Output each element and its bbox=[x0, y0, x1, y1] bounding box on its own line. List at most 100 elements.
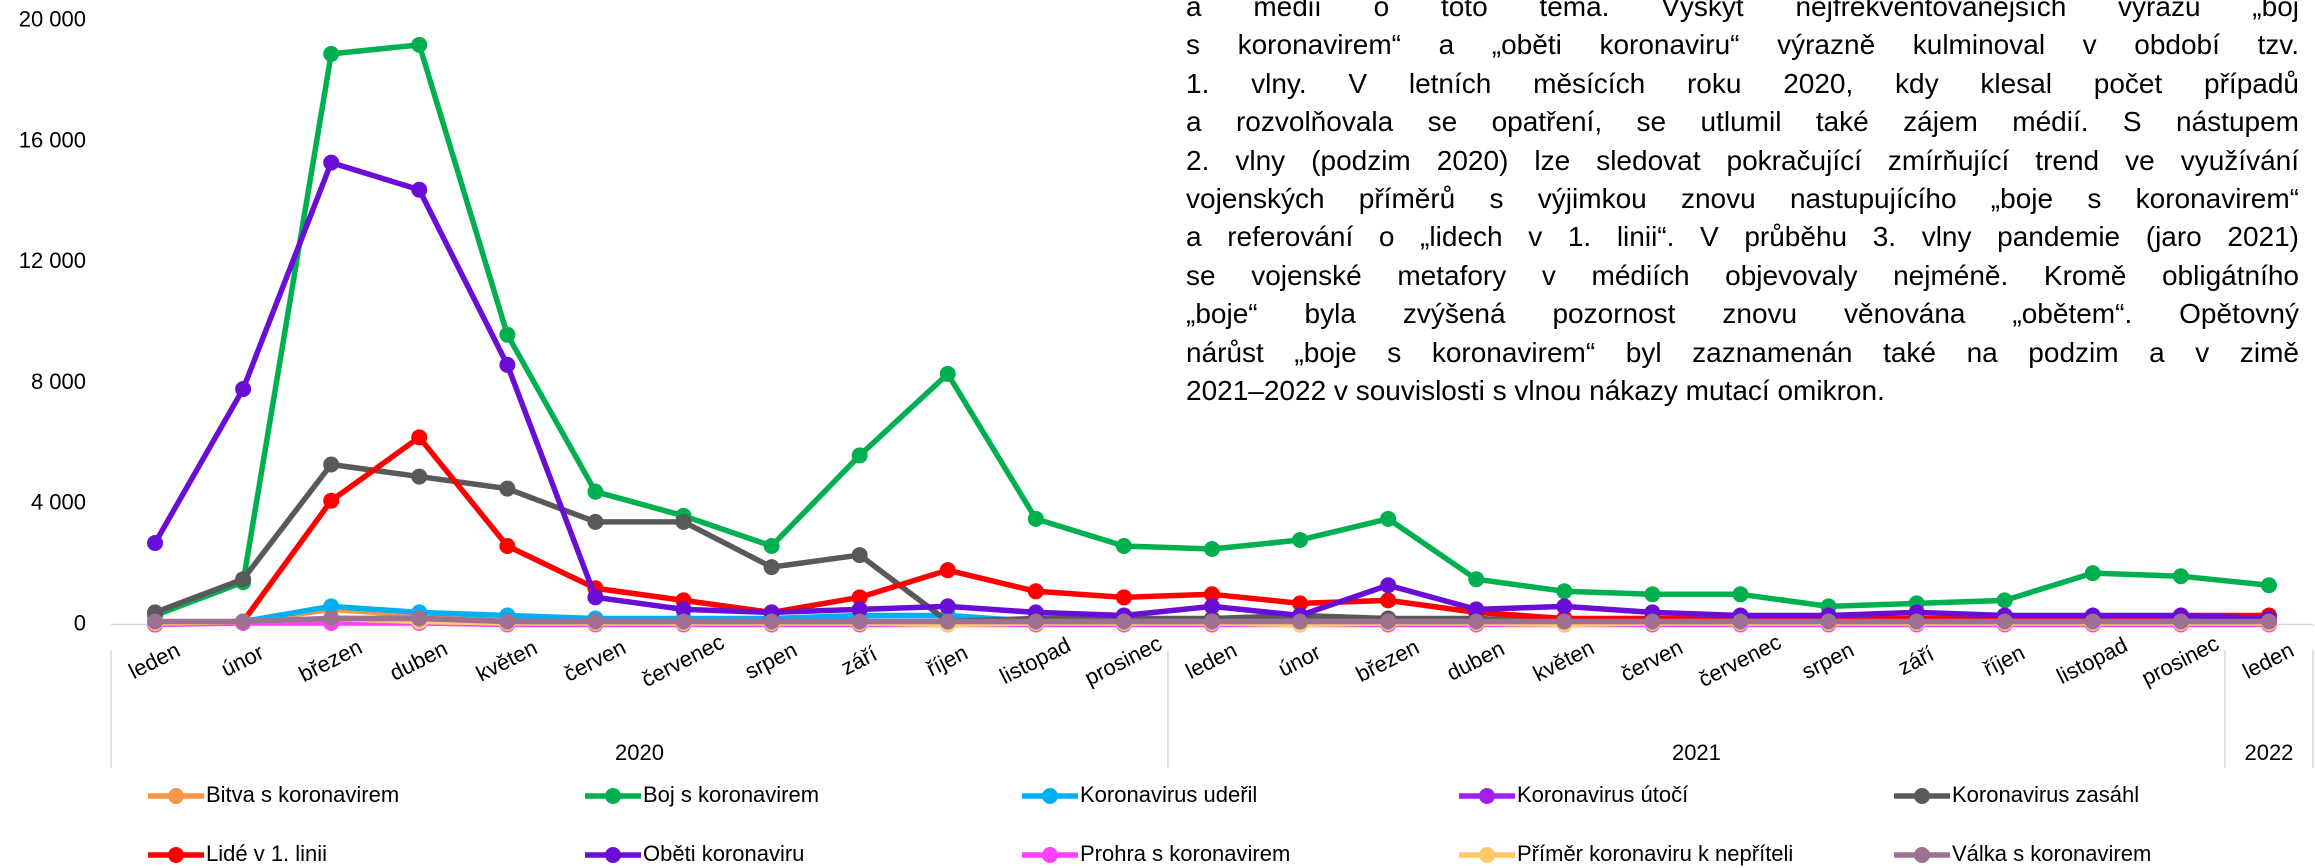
point bbox=[323, 45, 340, 62]
point bbox=[851, 589, 868, 606]
legend-label: Bitva s koronavirem bbox=[206, 782, 399, 807]
point bbox=[763, 538, 780, 555]
point bbox=[499, 613, 516, 630]
point bbox=[1644, 586, 1661, 603]
point bbox=[2084, 613, 2101, 630]
x-tick-label: březen bbox=[1352, 634, 1423, 687]
point bbox=[2172, 613, 2189, 630]
legend-marker bbox=[1479, 847, 1495, 863]
point bbox=[939, 598, 956, 615]
point bbox=[235, 381, 252, 398]
point bbox=[763, 559, 780, 576]
legend-marker bbox=[1914, 788, 1930, 804]
point bbox=[939, 562, 956, 579]
point bbox=[1556, 598, 1573, 615]
point bbox=[1468, 613, 1485, 630]
point bbox=[1820, 613, 1837, 630]
x-tick-label: září bbox=[837, 641, 881, 680]
point bbox=[851, 447, 868, 464]
legend-label: Prohra s koronavirem bbox=[1080, 841, 1290, 866]
point bbox=[323, 610, 340, 627]
legend-label: Příměr koronaviru k nepříteli bbox=[1517, 841, 1793, 866]
point bbox=[1732, 613, 1749, 630]
point bbox=[499, 326, 516, 343]
x-tick-label: prosinec bbox=[1080, 630, 1165, 690]
x-tick-label: září bbox=[1894, 641, 1938, 680]
point bbox=[1468, 601, 1485, 618]
legend-marker bbox=[1914, 847, 1930, 863]
legend-marker bbox=[1042, 788, 1058, 804]
point bbox=[411, 468, 428, 485]
point bbox=[939, 613, 956, 630]
x-tick-label: prosinec bbox=[2137, 630, 2222, 690]
y-tick-label: 4 000 bbox=[31, 490, 86, 515]
point bbox=[323, 456, 340, 473]
point bbox=[1204, 613, 1220, 630]
text-line: „boje“ byla zvýšená pozornost znovu věno… bbox=[1186, 298, 2299, 330]
x-tick-label: říjen bbox=[922, 640, 971, 682]
point bbox=[1380, 592, 1397, 609]
point bbox=[235, 613, 252, 630]
y-tick-label: 20 000 bbox=[19, 7, 86, 32]
text-line: a médií o toto téma. Výskyt nejfrekvento… bbox=[1186, 0, 2299, 22]
point bbox=[411, 36, 428, 53]
point bbox=[2260, 577, 2277, 594]
point bbox=[851, 613, 868, 630]
x-tick-label: listopad bbox=[996, 632, 1075, 689]
point bbox=[1380, 510, 1397, 527]
legend-label: Lidé v 1. linii bbox=[206, 841, 327, 866]
point bbox=[1996, 592, 2013, 609]
y-tick-label: 16 000 bbox=[19, 127, 86, 152]
legend-marker bbox=[168, 847, 184, 863]
text-line: 1. vlny. V letních měsících roku 2020, k… bbox=[1186, 67, 2299, 99]
point bbox=[675, 601, 692, 618]
x-tick-label: říjen bbox=[1979, 640, 2028, 682]
legend-label: Koronavirus útočí bbox=[1517, 782, 1688, 807]
point bbox=[1292, 595, 1309, 612]
point bbox=[1027, 510, 1044, 527]
point bbox=[1204, 598, 1220, 615]
legend-marker bbox=[168, 788, 184, 804]
point bbox=[587, 483, 604, 500]
x-tick-label: srpen bbox=[1798, 637, 1858, 684]
x-tick-label: duben bbox=[386, 635, 452, 685]
point bbox=[851, 601, 868, 618]
point bbox=[1292, 531, 1309, 548]
point bbox=[323, 154, 340, 171]
legend-marker bbox=[605, 847, 621, 863]
group-label: 2020 bbox=[615, 740, 664, 765]
point bbox=[1380, 613, 1397, 630]
point bbox=[147, 534, 164, 551]
point bbox=[939, 365, 956, 382]
point bbox=[763, 613, 780, 630]
point bbox=[411, 610, 428, 627]
point bbox=[499, 356, 516, 373]
point bbox=[235, 571, 252, 588]
point bbox=[1556, 613, 1573, 630]
point bbox=[1115, 538, 1132, 555]
y-tick-label: 0 bbox=[74, 610, 86, 635]
point bbox=[1380, 577, 1397, 594]
x-tick-label: květen bbox=[472, 635, 541, 687]
y-tick-label: 8 000 bbox=[31, 369, 86, 394]
x-tick-label: leden bbox=[125, 637, 184, 684]
x-tick-label: červenec bbox=[1694, 629, 1785, 692]
x-tick-label: květen bbox=[1529, 635, 1598, 687]
point bbox=[587, 589, 604, 606]
x-tick-label: leden bbox=[1182, 637, 1241, 684]
point bbox=[587, 613, 604, 630]
point bbox=[1027, 583, 1044, 600]
point bbox=[1204, 586, 1220, 603]
text-line: nárůst „boje s koronavirem“ byl zaznamen… bbox=[1186, 336, 2299, 368]
point bbox=[1468, 571, 1485, 588]
point bbox=[323, 492, 340, 509]
point bbox=[675, 513, 692, 530]
text-line: 2021–2022 v souvislosti s vlnou nákazy m… bbox=[1186, 375, 1885, 407]
point bbox=[499, 538, 516, 555]
point bbox=[2260, 613, 2277, 630]
point bbox=[411, 429, 428, 446]
x-tick-label: listopad bbox=[2053, 632, 2132, 689]
text-line: a rozvolňovala se opatření, se utlumil t… bbox=[1186, 106, 2299, 138]
point bbox=[147, 613, 164, 630]
text-line: s koronavirem“ a „oběti koronaviru“ výra… bbox=[1186, 29, 2299, 61]
